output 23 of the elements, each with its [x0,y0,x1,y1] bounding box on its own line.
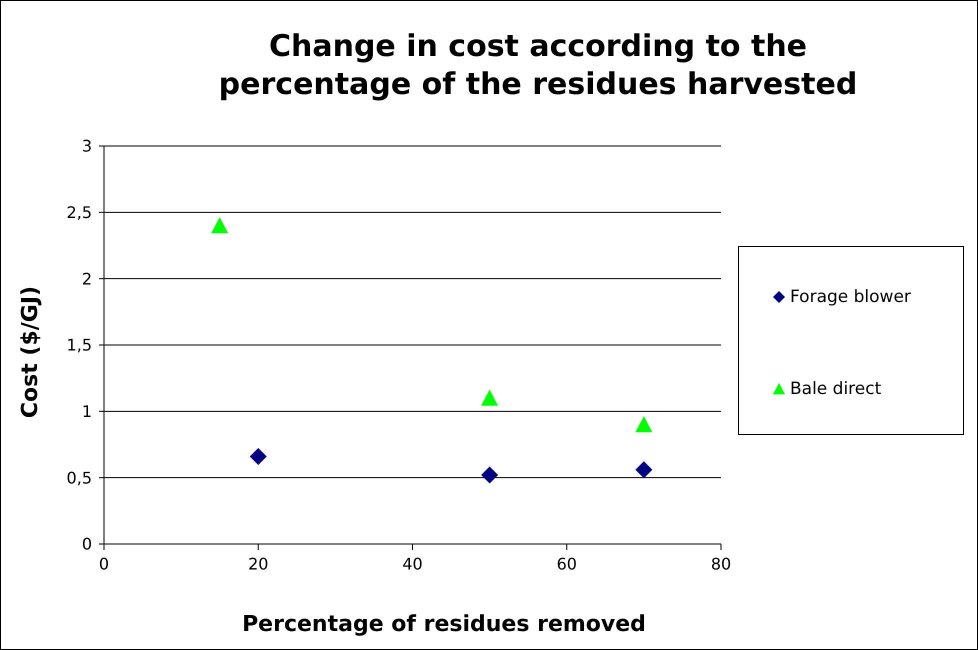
chart-title: Change in cost according to the percentage of the residues harvested [218,28,858,104]
y-tick-label: 1,5 [66,336,92,355]
y-tick-label: 2,5 [66,203,92,222]
x-tick-label: 40 [402,554,423,574]
x-tick-label: 0 [98,554,110,574]
x-tick-label: 20 [248,554,268,574]
legend-label: Bale direct [790,378,882,398]
y-tick-label: 2 [82,269,92,288]
y-axis-title: Cost ($/GJ) [17,286,44,418]
point [211,217,228,234]
y-tick-label: 1 [82,402,92,422]
point [635,461,652,478]
point [481,466,498,484]
point [481,390,498,406]
y-tick-label: 0,5 [66,468,92,488]
x-tick-label: 80 [710,554,732,574]
x-tick-label: 60 [556,554,577,574]
legend-label: Forage blower [790,286,911,306]
point [250,448,267,465]
y-tick-label: 3 [82,136,92,156]
point [635,416,652,432]
x-axis-title: Percentage of residues removed [241,611,647,639]
y-tick-label: 0 [82,534,92,554]
